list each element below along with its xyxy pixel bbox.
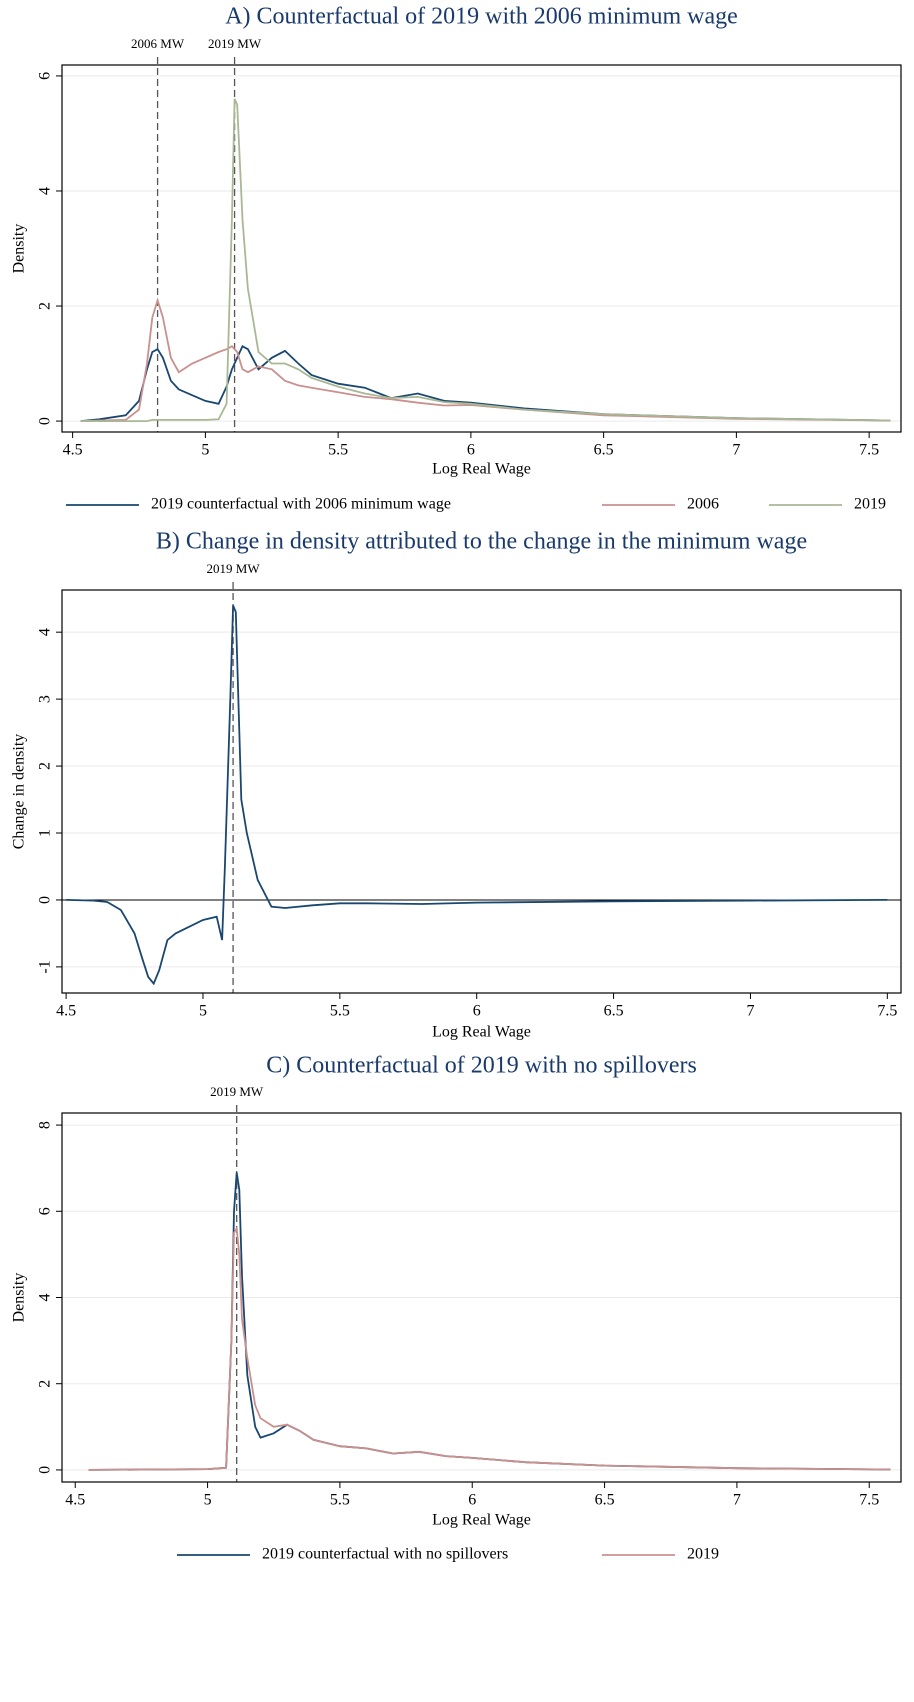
legend-label: 2019 counterfactual with no spillovers (262, 1546, 508, 1563)
x-tick-label: 4.5 (65, 1492, 85, 1509)
x-tick-label: 7 (732, 442, 740, 459)
plot-frame (61, 589, 902, 994)
y-tick-label: 6 (37, 1207, 54, 1215)
chart-title: C) Counterfactual of 2019 with no spillo… (266, 1053, 697, 1079)
x-axis-label: Log Real Wage (432, 1512, 531, 1529)
x-tick-label: 4.5 (63, 442, 83, 459)
legend-label: 2019 counterfactual with 2006 minimum wa… (151, 496, 451, 513)
series-line (88, 1172, 891, 1471)
y-tick-label: 4 (37, 628, 54, 636)
mw-label: 2019 MW (208, 36, 262, 51)
chart-title: A) Counterfactual of 2019 with 2006 mini… (225, 4, 738, 30)
y-tick-label: 0 (37, 896, 54, 904)
y-tick-label: 2 (37, 1380, 54, 1388)
legend-label: 2019 (854, 496, 886, 513)
y-axis-label: Density (11, 224, 28, 274)
y-tick-label: 2 (37, 762, 54, 770)
chart-title: B) Change in density attributed to the c… (156, 529, 807, 555)
y-tick-label: 3 (37, 695, 54, 703)
x-tick-label: 5.5 (330, 1492, 350, 1509)
y-tick-label: 6 (37, 72, 54, 80)
x-tick-label: 7.5 (877, 1003, 897, 1020)
x-tick-label: 6.5 (594, 442, 614, 459)
series-line (80, 297, 891, 422)
y-tick-label: 4 (37, 187, 54, 195)
legend-label: 2006 (687, 496, 719, 513)
x-axis-label: Log Real Wage (432, 1024, 531, 1041)
x-tick-label: 6.5 (595, 1492, 615, 1509)
y-tick-label: -1 (37, 960, 54, 973)
plot-frame (61, 64, 902, 433)
legend-label: 2019 (687, 1546, 719, 1563)
x-tick-label: 5.5 (328, 442, 348, 459)
y-tick-label: 1 (37, 829, 54, 837)
x-tick-label: 5 (204, 1492, 212, 1509)
x-tick-label: 7 (733, 1492, 741, 1509)
series-line (80, 345, 891, 422)
y-tick-label: 2 (37, 302, 54, 310)
y-tick-label: 8 (37, 1121, 54, 1129)
mw-label: 2019 MW (207, 561, 261, 576)
y-tick-label: 4 (37, 1294, 54, 1302)
x-tick-label: 6 (468, 1492, 476, 1509)
series-line (88, 1225, 891, 1471)
x-tick-label: 7.5 (859, 442, 879, 459)
y-tick-label: 0 (37, 1466, 54, 1474)
x-tick-label: 6.5 (604, 1003, 624, 1020)
x-tick-label: 7.5 (859, 1492, 879, 1509)
x-tick-label: 7 (746, 1003, 754, 1020)
x-tick-label: 6 (473, 1003, 481, 1020)
mw-label: 2019 MW (210, 1084, 264, 1099)
mw-label: 2006 MW (131, 36, 185, 51)
y-axis-label: Change in density (11, 734, 28, 850)
x-tick-label: 6 (467, 442, 475, 459)
x-tick-label: 5 (201, 442, 209, 459)
x-tick-label: 4.5 (56, 1003, 76, 1020)
plot-frame (61, 1112, 902, 1483)
y-axis-label: Density (11, 1273, 28, 1323)
y-tick-label: 0 (37, 417, 54, 425)
series-line (66, 605, 888, 986)
x-tick-label: 5.5 (330, 1003, 350, 1020)
x-axis-label: Log Real Wage (432, 461, 531, 478)
series-line (80, 98, 891, 422)
x-tick-label: 5 (199, 1003, 207, 1020)
